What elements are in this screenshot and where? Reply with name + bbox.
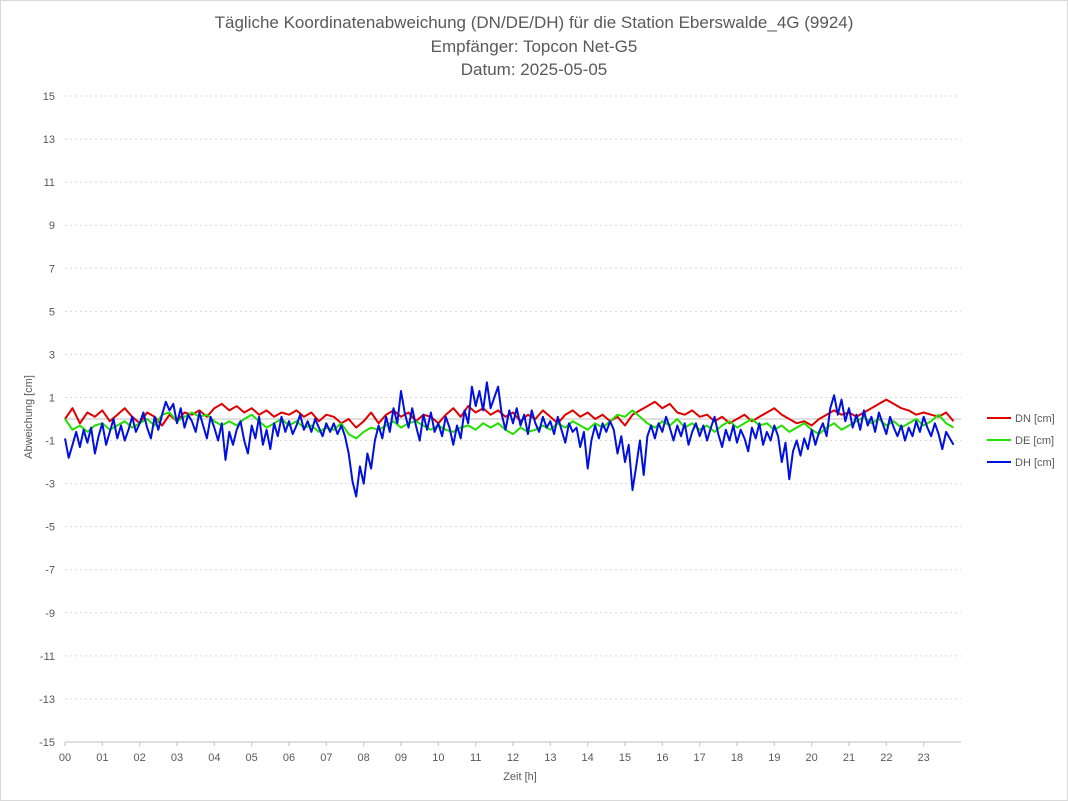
x-tick-label: 09 <box>395 752 407 764</box>
y-tick-label: -1 <box>45 436 55 448</box>
y-tick-label: 7 <box>49 263 55 275</box>
y-tick-label: -11 <box>40 651 55 663</box>
y-tick-label: 5 <box>49 306 55 318</box>
y-tick-label: -7 <box>45 565 55 577</box>
series-line-dh <box>64 381 955 498</box>
x-tick-label: 18 <box>731 752 743 764</box>
legend-label: DE [cm] <box>1015 435 1054 447</box>
series-lines <box>64 381 955 498</box>
chart-subtitle-date: Datum: 2025-05-05 <box>460 60 608 79</box>
legend: DN [cm] DE [cm] DH [cm] <box>987 413 1055 469</box>
x-tick-label: 04 <box>208 752 220 764</box>
x-tick-label: 01 <box>96 752 108 764</box>
x-tick-label: 10 <box>432 752 444 764</box>
y-tick-label: -13 <box>39 694 55 706</box>
y-tick-label: 3 <box>49 349 55 361</box>
x-tick-label: 11 <box>470 752 481 764</box>
x-tick-label: 23 <box>918 752 930 764</box>
x-tick-label: 21 <box>843 752 855 764</box>
y-tick-label: -15 <box>39 737 55 749</box>
series-line-de <box>64 409 955 440</box>
x-tick-label: 22 <box>880 752 892 764</box>
x-tick-label: 14 <box>582 752 594 764</box>
y-axis-ticks: 15 13 11 9 7 5 3 1 -1 -3 -5 -7 -9 -11 -13 -15 <box>39 91 55 749</box>
x-tick-label: 08 <box>358 752 370 764</box>
x-tick-label: 15 <box>619 752 631 764</box>
x-axis-label: Zeit [h] <box>503 771 537 783</box>
y-tick-label: 15 <box>43 91 55 103</box>
chart-subtitle-receiver: Empfänger: Topcon Net-G5 <box>430 37 638 56</box>
legend-label: DN [cm] <box>1015 413 1055 425</box>
x-tick-label: 12 <box>507 752 519 764</box>
x-tick-label: 16 <box>656 752 668 764</box>
y-tick-label: -5 <box>45 522 55 534</box>
x-tick-label: 13 <box>544 752 556 764</box>
chart-title: Tägliche Koordinatenabweichung (DN/DE/DH… <box>214 13 854 32</box>
x-tick-label: 17 <box>694 752 706 764</box>
x-tick-label: 03 <box>171 752 183 764</box>
x-tick-label: 19 <box>768 752 780 764</box>
x-tick-label: 07 <box>320 752 332 764</box>
x-tick-label: 06 <box>283 752 295 764</box>
x-tick-label: 00 <box>59 752 71 764</box>
x-tick-label: 02 <box>134 752 146 764</box>
y-tick-label: 13 <box>43 134 55 146</box>
y-tick-label: 1 <box>49 392 55 404</box>
x-tick-label: 05 <box>246 752 258 764</box>
y-tick-label: -9 <box>45 608 55 620</box>
y-tick-label: 11 <box>44 177 55 189</box>
legend-label: DH [cm] <box>1015 457 1055 469</box>
x-tick-label: 20 <box>806 752 818 764</box>
gridlines <box>65 95 961 743</box>
y-tick-label: 9 <box>49 220 55 232</box>
x-axis-ticks: 00 01 02 03 04 05 06 07 08 09 10 11 12 13 14 15 16 17 18 19… <box>59 742 930 764</box>
y-axis-label: Abweichung [cm] <box>23 375 35 459</box>
y-tick-label: -3 <box>45 479 55 491</box>
